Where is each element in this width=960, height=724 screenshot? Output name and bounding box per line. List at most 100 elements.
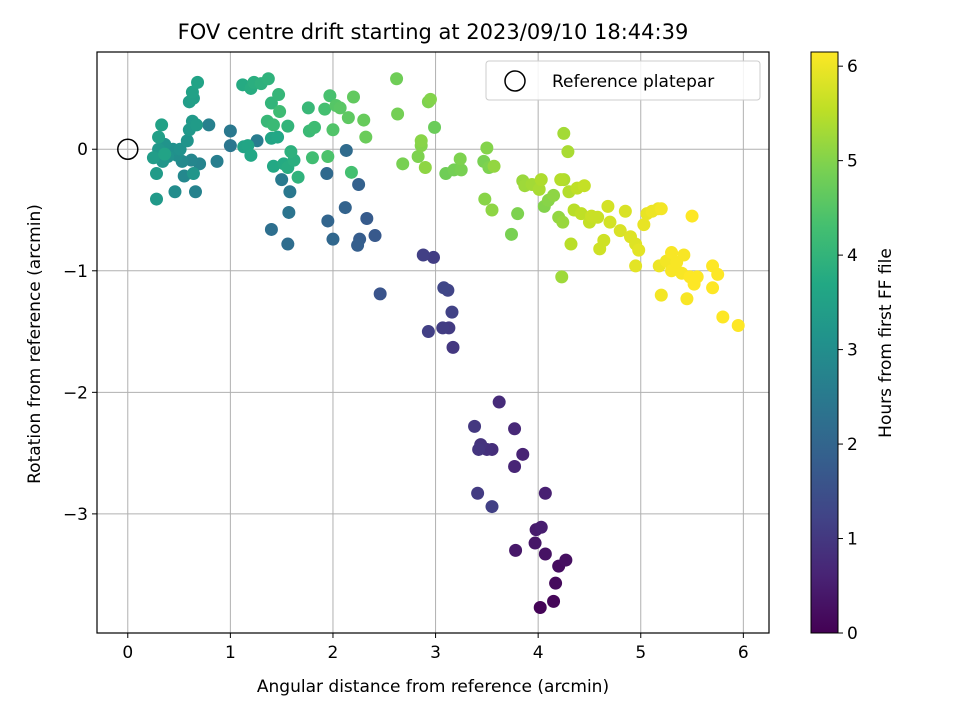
x-tick-label: 4 xyxy=(533,643,544,663)
data-point xyxy=(471,486,485,500)
y-tick-label: −3 xyxy=(63,505,88,525)
data-point xyxy=(711,267,725,281)
data-point xyxy=(360,212,374,226)
chart-title: FOV centre drift starting at 2023/09/10 … xyxy=(178,20,689,44)
data-point xyxy=(591,210,605,224)
data-point xyxy=(559,553,573,567)
data-point xyxy=(202,118,216,132)
data-point xyxy=(511,207,525,221)
data-point xyxy=(283,185,297,199)
y-tick-label: −2 xyxy=(63,383,88,403)
data-point xyxy=(346,90,360,104)
data-point xyxy=(150,192,164,206)
data-point xyxy=(485,500,499,514)
colorbar-ticks: 0 1 2 3 4 5 6 xyxy=(838,57,858,644)
data-point xyxy=(188,185,202,199)
legend-box xyxy=(485,60,761,101)
data-point xyxy=(155,118,169,132)
data-point xyxy=(677,248,691,262)
data-point xyxy=(538,486,552,500)
data-point xyxy=(665,246,679,260)
data-point xyxy=(654,288,668,302)
data-point xyxy=(321,214,335,228)
data-point xyxy=(504,227,518,241)
data-point xyxy=(613,224,627,238)
data-point xyxy=(533,600,547,614)
data-point xyxy=(373,287,387,301)
data-point xyxy=(338,201,352,215)
data-point xyxy=(534,520,548,534)
data-point xyxy=(480,141,494,155)
data-point xyxy=(344,165,358,179)
data-point xyxy=(185,85,199,99)
colorbar-tick-label: 1 xyxy=(847,530,858,550)
colorbar: 0 1 2 3 4 5 6 Hours from first FF file xyxy=(810,51,896,644)
colorbar-tick-label: 4 xyxy=(847,246,858,266)
data-point xyxy=(301,101,315,115)
data-point xyxy=(414,134,428,148)
data-point xyxy=(557,126,571,140)
plot-frame xyxy=(96,51,770,634)
data-point xyxy=(637,218,651,232)
data-point xyxy=(320,167,334,181)
data-point xyxy=(266,118,280,132)
data-point xyxy=(271,130,285,144)
data-point xyxy=(321,150,335,164)
data-point xyxy=(603,215,617,229)
data-point xyxy=(428,120,442,134)
data-point xyxy=(487,159,501,173)
data-point xyxy=(601,199,615,213)
data-point xyxy=(323,89,337,103)
data-point xyxy=(492,395,506,409)
colorbar-tick-label: 3 xyxy=(847,341,858,361)
data-point xyxy=(468,419,482,433)
data-point xyxy=(564,237,578,251)
data-point xyxy=(690,270,704,284)
data-point xyxy=(210,154,224,168)
data-point xyxy=(618,204,632,218)
data-point xyxy=(577,179,591,193)
data-point xyxy=(190,118,204,132)
data-point xyxy=(368,229,382,243)
colorbar-label: Hours from first FF file xyxy=(876,248,896,438)
data-point xyxy=(173,142,187,156)
data-point xyxy=(326,232,340,246)
data-point xyxy=(528,536,542,550)
data-point xyxy=(357,113,371,127)
data-point xyxy=(547,594,561,608)
data-point xyxy=(341,111,355,125)
data-point xyxy=(264,96,278,110)
data-point xyxy=(454,163,468,177)
data-point xyxy=(391,107,405,121)
colorbar-gradient xyxy=(810,51,839,634)
data-point xyxy=(275,173,289,187)
reference-platepar-marker xyxy=(117,138,139,160)
data-point xyxy=(532,182,546,196)
data-point xyxy=(453,152,467,166)
x-tick-label: 2 xyxy=(328,643,339,663)
data-point xyxy=(266,159,280,173)
data-point xyxy=(416,248,430,262)
data-point xyxy=(158,147,172,161)
data-point xyxy=(554,173,568,187)
x-tick-label: 3 xyxy=(430,643,441,663)
data-point xyxy=(272,88,286,102)
data-point xyxy=(654,202,668,216)
data-point xyxy=(284,145,298,159)
data-point xyxy=(485,203,499,217)
data-point xyxy=(180,134,194,148)
data-point xyxy=(547,188,561,202)
data-point xyxy=(223,124,237,138)
data-point xyxy=(282,205,296,219)
data-point xyxy=(264,222,278,236)
data-point xyxy=(685,209,699,223)
data-point xyxy=(281,237,295,251)
colorbar-tick-label: 6 xyxy=(847,57,858,77)
data-point xyxy=(333,101,347,115)
data-point xyxy=(538,547,552,561)
data-point xyxy=(223,139,237,153)
data-point xyxy=(437,281,451,295)
data-point xyxy=(318,102,332,116)
data-point xyxy=(629,259,643,273)
